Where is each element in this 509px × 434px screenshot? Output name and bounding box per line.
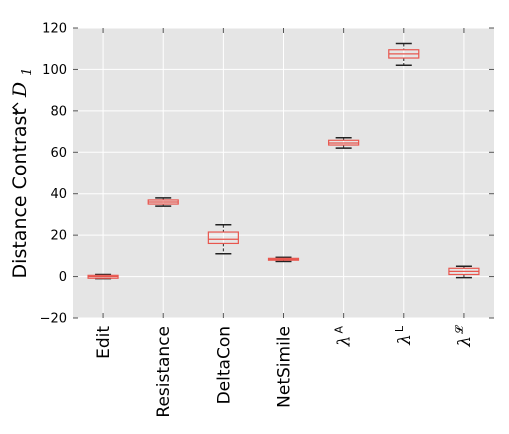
y-tick-label: 40 (50, 187, 67, 202)
y-axis-title-text: Distance Contrast (9, 108, 31, 278)
y-axis-title: Distance Contrast D 1 (9, 68, 35, 279)
box-5 (388, 42, 420, 67)
grid-lines (73, 27, 494, 319)
x-tick-label: DeltaCon (214, 326, 234, 404)
x-tick-label: Resistance (154, 326, 174, 418)
x-tick-label-superscript: L (393, 325, 406, 332)
box-4 (328, 137, 360, 149)
box-2 (207, 224, 239, 255)
boxes (87, 42, 480, 280)
iqr-box (207, 231, 239, 245)
x-tick-label: Edit (94, 326, 114, 359)
y-axis-title-hat (12, 102, 19, 113)
y-tick-label: 80 (50, 104, 67, 119)
y-axis-title-symbol: D (9, 82, 31, 98)
y-tick-label: 120 (42, 22, 67, 37)
x-tick-label-superscript: 𝓛 (453, 324, 466, 334)
x-tick-label: λ𝓛 (453, 324, 475, 348)
x-tick-label: NetSimile (275, 326, 295, 408)
x-tick-label: λL (393, 325, 415, 346)
box-0 (87, 273, 119, 280)
x-tick-label-symbol: λ (455, 336, 475, 348)
y-axis-title-subscript: 1 (20, 68, 35, 76)
y-tick-label: 0 (59, 270, 67, 285)
box-1 (147, 197, 179, 207)
y-tick-label: 100 (42, 63, 67, 78)
box-3 (267, 256, 300, 263)
box-6 (448, 265, 480, 279)
x-tick-label: λA (333, 326, 355, 348)
x-tick-label-superscript: A (333, 326, 346, 334)
axis-ticks (73, 27, 494, 319)
x-tick-label-symbol: λ (395, 334, 415, 346)
x-tick-label-symbol: λ (335, 336, 355, 348)
y-tick-label: −20 (40, 312, 67, 327)
y-tick-label: 60 (50, 146, 67, 161)
y-tick-label: 20 (50, 229, 67, 244)
y-tick-labels: −20 0 20 40 60 80 100 120 (40, 22, 67, 327)
